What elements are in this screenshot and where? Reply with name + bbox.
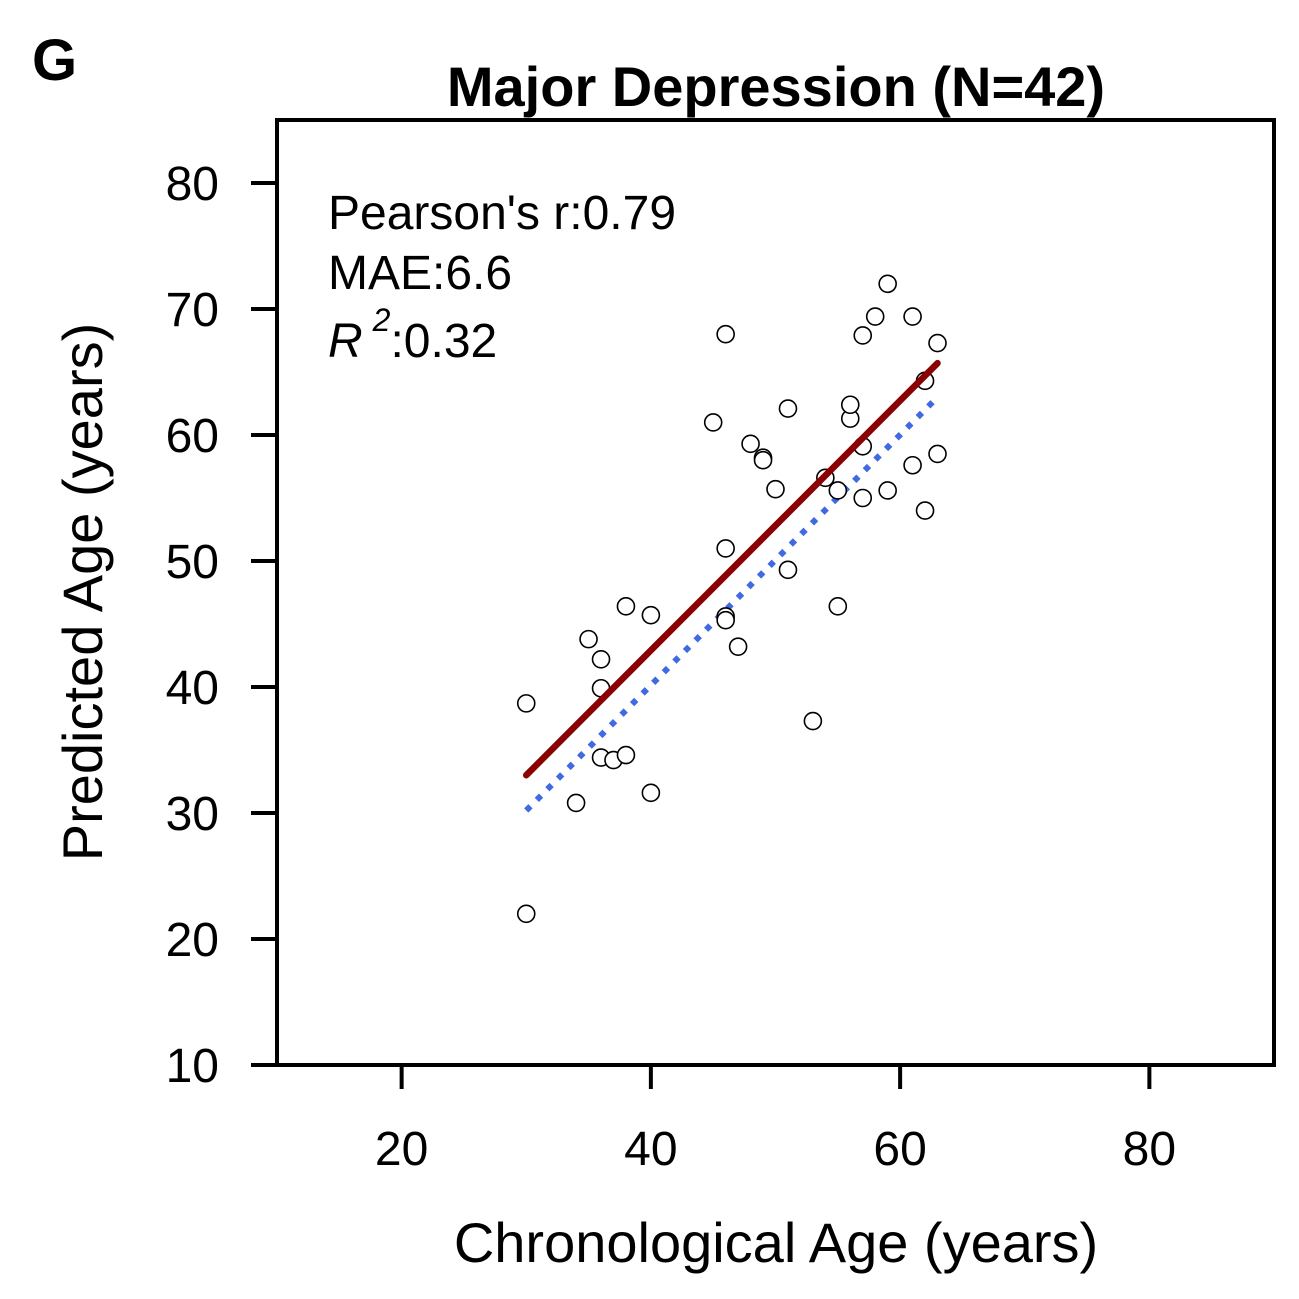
data-point-4 bbox=[579, 629, 598, 649]
chart-title: Major Depression (N=42) bbox=[447, 55, 1105, 118]
y-tick-label-70: 70 bbox=[166, 284, 219, 337]
data-point-25 bbox=[803, 711, 823, 731]
plot-frame bbox=[275, 118, 1276, 1067]
data-point-23 bbox=[778, 399, 798, 418]
y-tick-label-50: 50 bbox=[166, 536, 219, 589]
y-tick-label-60: 60 bbox=[166, 410, 219, 463]
data-point-12 bbox=[641, 605, 661, 625]
data-point-24 bbox=[778, 560, 798, 580]
data-point-41 bbox=[928, 333, 947, 353]
stats-annotation: Pearson's r:0.79 MAE:6.6 R 2:0.32 bbox=[328, 187, 676, 368]
data-point-10 bbox=[616, 597, 636, 616]
mae-text: MAE:6.6 bbox=[328, 247, 512, 300]
r-squared-symbol: R bbox=[328, 315, 363, 368]
r-squared-value: :0.32 bbox=[390, 315, 497, 368]
data-point-37 bbox=[903, 455, 922, 475]
data-point-15 bbox=[716, 539, 735, 558]
y-tick-label-40: 40 bbox=[166, 662, 219, 715]
data-point-19 bbox=[741, 434, 760, 454]
corrected-fit-line bbox=[524, 395, 940, 813]
pearson-r-text: Pearson's r:0.79 bbox=[328, 187, 676, 240]
r-squared-text: R 2:0.32 bbox=[328, 302, 497, 368]
data-point-35 bbox=[878, 274, 897, 294]
x-axis-label: Chronological Age (years) bbox=[454, 1211, 1098, 1274]
data-point-2 bbox=[516, 694, 536, 713]
y-tick-label-20: 20 bbox=[166, 914, 219, 967]
regression-line bbox=[523, 359, 941, 779]
plot-area: 20 40 60 80 10 20 30 40 50 60 70 80 bbox=[166, 118, 1276, 1176]
data-point-9 bbox=[616, 745, 636, 765]
data-point-32 bbox=[853, 488, 873, 508]
data-point-40 bbox=[915, 501, 935, 520]
data-point-3 bbox=[566, 793, 586, 813]
data-point-1 bbox=[516, 904, 536, 924]
data-point-42 bbox=[928, 444, 947, 464]
data-point-33 bbox=[853, 326, 873, 345]
x-tick-label-80: 80 bbox=[1123, 1123, 1176, 1176]
x-tick-label-20: 20 bbox=[375, 1123, 428, 1176]
data-point-38 bbox=[903, 307, 922, 326]
data-point-36 bbox=[878, 481, 897, 500]
data-point-13 bbox=[703, 413, 723, 432]
y-axis-label: Predicted Age (years) bbox=[51, 323, 114, 861]
data-point-21 bbox=[753, 450, 773, 470]
data-point-27 bbox=[828, 481, 848, 500]
data-point-5 bbox=[591, 649, 611, 669]
data-point-28 bbox=[828, 597, 848, 616]
y-tick-label-10: 10 bbox=[166, 1040, 219, 1093]
y-tick-label-80: 80 bbox=[166, 158, 219, 211]
data-point-30 bbox=[840, 395, 860, 415]
data-point-22 bbox=[766, 479, 785, 499]
data-point-14 bbox=[716, 324, 735, 344]
data-point-11 bbox=[641, 783, 661, 803]
x-tick-label-40: 40 bbox=[624, 1123, 677, 1176]
r-squared-exponent: 2 bbox=[372, 302, 391, 338]
data-point-17 bbox=[716, 610, 735, 630]
y-tick-label-30: 30 bbox=[166, 788, 219, 841]
data-point-34 bbox=[865, 307, 885, 326]
x-tick-label-60: 60 bbox=[873, 1123, 926, 1176]
panel-label: G bbox=[32, 28, 77, 93]
data-point-18 bbox=[728, 637, 748, 656]
